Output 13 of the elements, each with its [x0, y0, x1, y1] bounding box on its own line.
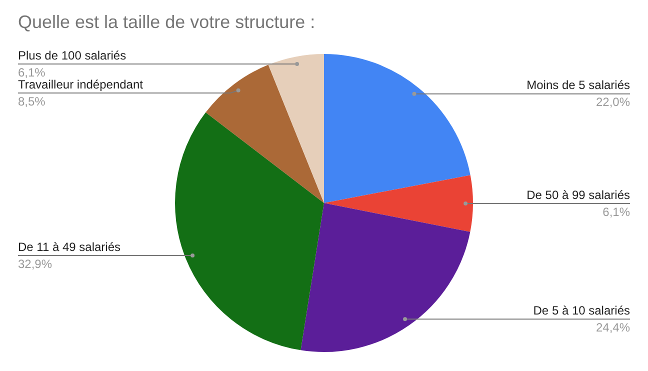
data-label: 8,5%	[18, 94, 46, 108]
data-label: 6,1%	[602, 204, 630, 219]
slice-label: Moins de 5 salariés	[526, 78, 630, 92]
chart-title: Quelle est la taille de votre structure :	[18, 12, 316, 32]
data-label: 24,4%	[596, 320, 630, 334]
slice-label: De 11 à 49 salariés	[18, 240, 121, 254]
data-label: 32,9%	[18, 256, 52, 271]
slice-label: Travailleur indépendant	[18, 77, 144, 92]
slice-label: Plus de 100 salariés	[18, 48, 126, 62]
data-label: 6,1%	[18, 65, 46, 80]
data-label: 22,0%	[596, 95, 630, 110]
slice-label: De 50 à 99 salariés	[526, 188, 630, 202]
slice-label: De 5 à 10 salariés	[533, 303, 630, 318]
